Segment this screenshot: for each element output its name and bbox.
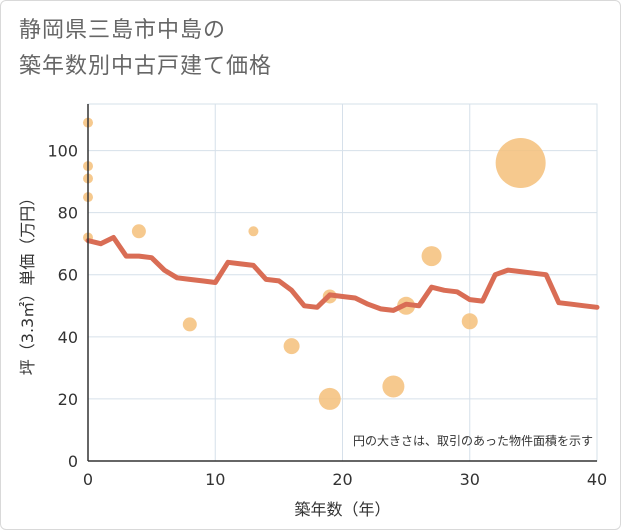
x-tick-label: 40 (587, 470, 607, 489)
scatter-point (382, 375, 405, 398)
scatter-point (461, 313, 478, 330)
scatter-point (318, 387, 341, 410)
x-tick-label: 0 (83, 470, 93, 489)
scatter-point (248, 226, 259, 237)
axes (87, 104, 597, 462)
x-tick-label: 20 (332, 470, 352, 489)
scatter-point (182, 317, 197, 332)
y-tick-labels: 0 20 40 60 80 100 (47, 142, 78, 471)
scatter-bubbles (83, 117, 546, 410)
x-axis-label: 築年数（年） (294, 500, 390, 519)
trend-line (85, 235, 600, 313)
title-line-1: 静岡県三島市中島の (19, 18, 227, 43)
title-line-2: 築年数別中古戸建て価格 (19, 54, 273, 79)
scatter-point (421, 246, 442, 267)
x-tick-label: 10 (205, 470, 225, 489)
x-tick-label: 30 (460, 470, 480, 489)
size-note: 円の大きさは、取引のあった物件面積を示す (353, 433, 593, 448)
y-tick-label: 20 (58, 390, 78, 409)
scatter-point (131, 224, 146, 239)
y-tick-label: 60 (58, 266, 78, 285)
y-tick-label: 0 (68, 452, 78, 471)
y-tick-label: 80 (58, 204, 78, 223)
y-axis-label: 坪（3.3㎡）単価（万円） (18, 190, 37, 375)
chart-title: 静岡県三島市中島の 築年数別中古戸建て価格 (19, 13, 272, 85)
y-tick-label: 40 (58, 328, 78, 347)
scatter-point (495, 137, 546, 188)
scatter-point (283, 338, 300, 355)
x-tick-labels: 0 10 20 30 40 (83, 470, 607, 489)
y-tick-label: 100 (47, 142, 78, 161)
